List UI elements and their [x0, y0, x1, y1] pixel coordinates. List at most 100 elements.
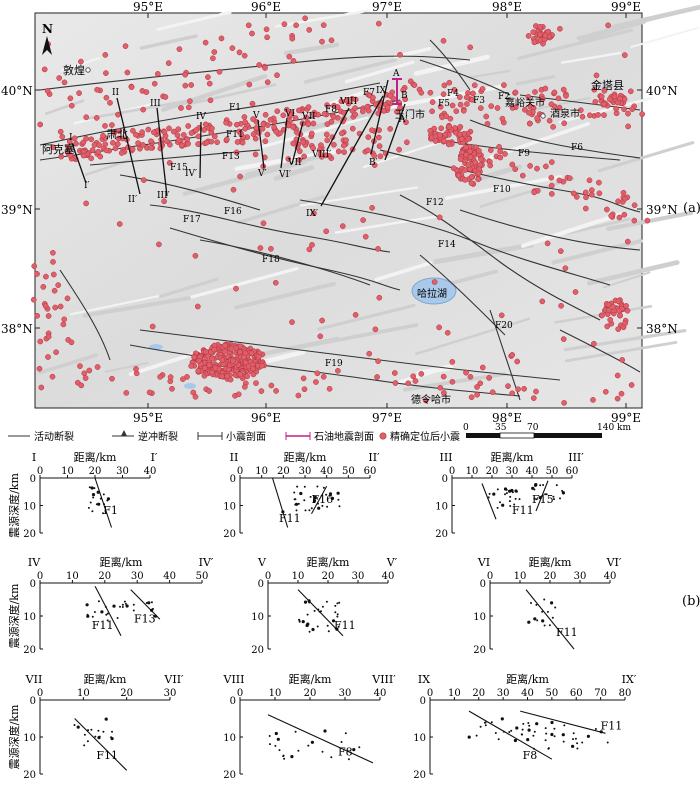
- section-quake: [522, 722, 525, 725]
- section-quake: [123, 600, 126, 603]
- x-tick-label: 10: [292, 571, 305, 582]
- earthquake-dot: [166, 125, 172, 132]
- x-tick-label: 30: [352, 571, 365, 582]
- x-tick-label: 20: [120, 688, 133, 699]
- section-quake: [544, 727, 547, 730]
- section-panel: 0 10 20 30 40 0 10 20 VIII VIII′ 距离/km F8: [223, 672, 397, 781]
- x-tick-label: 0: [237, 688, 243, 699]
- earthquake-dot: [175, 126, 182, 133]
- section-quake: [526, 738, 530, 742]
- y-tick-label: 10: [435, 502, 448, 513]
- earthquake-dot: [545, 28, 552, 35]
- section-quake: [554, 606, 557, 609]
- earthquake-dot: [330, 114, 337, 120]
- section-quake: [73, 724, 76, 726]
- y-tick-label: 20: [413, 770, 426, 781]
- section-quake: [132, 603, 135, 606]
- section-end-label: VII′: [163, 673, 184, 686]
- y-tick-label: 10: [413, 733, 426, 744]
- x-tick-label: 0: [37, 466, 43, 477]
- section-quake: [483, 721, 486, 724]
- section-quake: [91, 615, 94, 618]
- section-quake: [304, 509, 307, 512]
- section-quake: [510, 729, 513, 732]
- fault-line: [429, 39, 471, 91]
- y-axis-label: 震源深度/km: [7, 704, 21, 769]
- fault-line: [419, 254, 506, 336]
- earthquake-dot: [80, 152, 87, 159]
- section-quake: [325, 600, 328, 603]
- x-tick-label: 50: [196, 571, 209, 582]
- section-quake: [535, 722, 539, 726]
- x-axis-label: 距离/km: [100, 555, 143, 569]
- x-tick-label: 50: [546, 688, 559, 699]
- earthquake-dot: [140, 142, 146, 148]
- earthquake-dot: [248, 350, 255, 357]
- section-quake: [98, 735, 101, 738]
- x-tick-label: 10: [514, 571, 527, 582]
- section-quake: [274, 731, 278, 736]
- earthquake-dot: [352, 96, 359, 103]
- section-fault-label: F15: [532, 493, 554, 506]
- section-quake: [316, 485, 319, 488]
- section-quake: [327, 630, 330, 633]
- x-tick-label: 30: [299, 466, 312, 477]
- section-quake: [147, 601, 151, 605]
- section-quake: [541, 619, 545, 623]
- earthquake-dot: [95, 148, 102, 155]
- earthquake-dot: [457, 124, 464, 130]
- x-tick-label: 10: [269, 688, 282, 699]
- section-quake: [514, 497, 517, 500]
- section-quake: [303, 485, 306, 488]
- section-quake: [274, 744, 277, 747]
- x-tick-label: 0: [427, 688, 433, 699]
- earthquake-dot: [103, 147, 110, 154]
- earthquake-dot: [352, 105, 358, 111]
- x-axis-label: 距离/km: [307, 555, 350, 569]
- earthquake-dot: [242, 359, 249, 366]
- x-tick-label: 10: [448, 688, 461, 699]
- section-fault: [94, 477, 113, 528]
- earthquake-dot: [206, 362, 213, 368]
- earthquake-dot: [180, 132, 187, 138]
- earthquake-dot: [441, 138, 447, 144]
- section-quake: [532, 734, 535, 737]
- section-quake: [306, 613, 309, 616]
- section-quake: [336, 615, 339, 618]
- section-quake: [541, 610, 544, 613]
- x-axis-label: 距离/km: [289, 672, 332, 686]
- section-quake: [511, 491, 514, 494]
- section-quake: [550, 732, 554, 737]
- earthquake-dot: [145, 126, 152, 133]
- fault-line: [149, 204, 391, 253]
- section-quake: [551, 616, 554, 619]
- earthquake-dot: [88, 155, 95, 162]
- y-tick-label: 20: [223, 529, 236, 540]
- section-quake: [308, 509, 311, 512]
- fault-line: [199, 239, 371, 286]
- earthquake-dot: [611, 93, 618, 100]
- section-quake: [93, 611, 96, 613]
- section-quake: [124, 602, 127, 605]
- y-tick-label: 0: [30, 474, 36, 485]
- x-tick-label: 60: [570, 688, 583, 699]
- section-quake: [521, 733, 523, 736]
- section-quake: [92, 496, 95, 499]
- x-tick-label: 10: [255, 466, 268, 477]
- section-quake: [521, 728, 524, 731]
- section-quake: [548, 624, 551, 627]
- earthquake-dot: [615, 307, 622, 314]
- earthquake-dot: [214, 139, 220, 146]
- earthquake-dot: [96, 142, 102, 148]
- section-quake: [326, 624, 329, 627]
- earthquake-dot: [130, 127, 136, 134]
- section-start-label: V: [257, 556, 267, 569]
- section-quake: [97, 729, 100, 732]
- earthquake-dot: [475, 170, 482, 177]
- section-quake: [508, 731, 511, 733]
- section-quake: [336, 491, 340, 495]
- earthquake-dot: [176, 137, 182, 144]
- x-tick-label: 30: [131, 571, 144, 582]
- section-quake: [298, 619, 301, 622]
